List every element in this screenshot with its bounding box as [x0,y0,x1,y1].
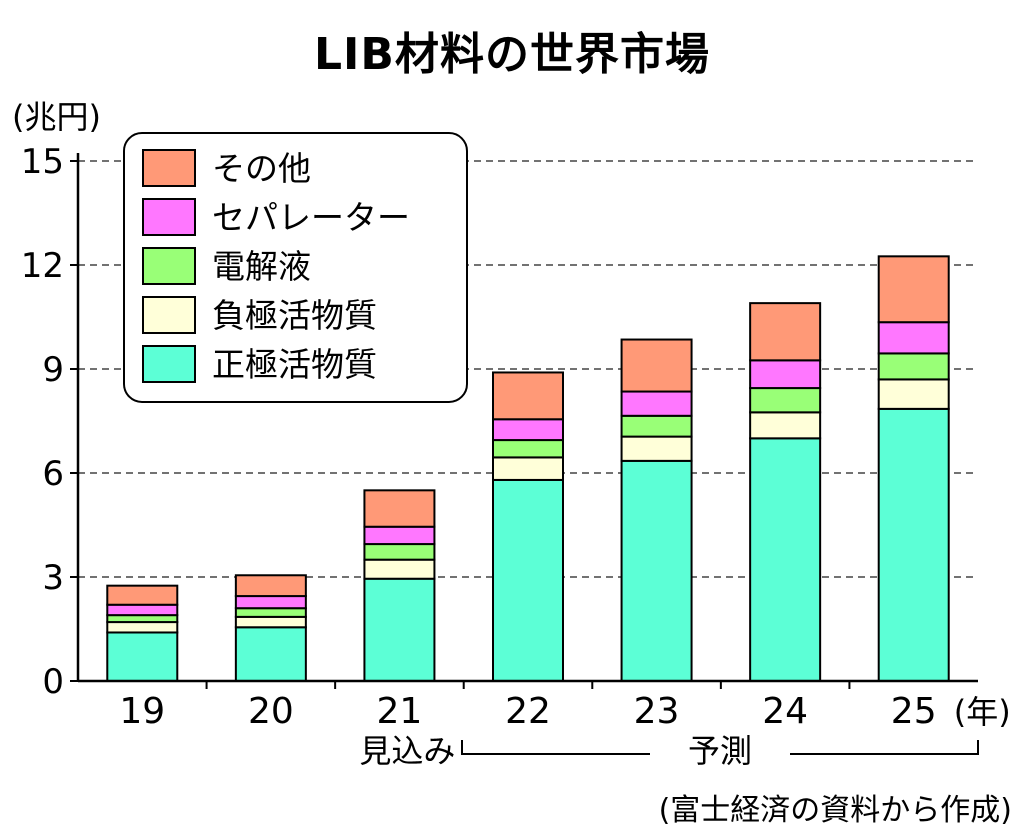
legend-label-3: 負極活物質 [212,296,377,335]
legend-swatch-0 [142,149,196,187]
bar-stack-19 [106,584,179,683]
bar-segment-22-1 [492,456,564,481]
bar-segment-24-2 [749,387,822,414]
bar-stack-22 [492,371,564,682]
x-unit-label: (年) [954,693,1011,731]
y-tick-label-15: 15 [21,142,64,182]
legend-box [123,132,468,403]
bar-segment-21-0 [363,577,436,683]
x-tick-label-21: 21 [377,691,423,732]
bar-stack-21 [363,489,436,683]
x-axis-ticks: 19 20 21 22 23 24 25 (年) [119,681,1011,732]
y-axis-ticks: 0 3 6 9 12 15 (兆円) [12,98,101,702]
bar-stack-24 [749,302,822,683]
bar-segment-25-1 [877,378,950,410]
bar-segment-23-0 [620,459,693,682]
legend-swatch-4 [142,345,196,383]
bar-segment-20-3 [234,595,307,610]
forecast-bracket-right [790,740,979,755]
forecast-label: 予測 [688,732,752,770]
bar-segment-19-3 [106,603,179,617]
y-tick-label-6: 6 [42,454,64,494]
x-tick-label-23: 23 [634,691,680,732]
bar-segment-25-3 [877,321,950,355]
y-tick-label-3: 3 [42,558,64,598]
bar-segment-23-3 [620,390,693,417]
legend-swatch-3 [142,296,196,334]
x-tick-label-22: 22 [505,691,551,732]
bar-segment-22-2 [492,439,564,459]
y-unit-label: (兆円) [12,98,101,136]
legend-swatch-2 [142,247,196,285]
x-tick-label-25: 25 [891,691,937,732]
bar-segment-21-1 [363,558,436,580]
x-tick-label-20: 20 [248,691,294,732]
bar-segment-24-3 [749,359,822,390]
y-tick-label-12: 12 [21,246,64,286]
y-tick-label-0: 0 [42,662,64,702]
bar-segment-24-4 [749,302,822,362]
bar-segment-24-1 [749,411,822,440]
chart-title: LIB材料の世界市場 [314,29,710,80]
bar-segment-21-2 [363,543,436,561]
bar-segment-25-4 [877,255,950,324]
bar-segment-24-0 [749,437,822,683]
bar-segment-19-2 [106,614,179,624]
bar-segment-19-0 [106,631,179,683]
bar-stack-20 [234,574,307,682]
legend-label-4: 正極活物質 [212,345,377,384]
x-tick-label-24: 24 [762,691,808,732]
bar-segment-19-1 [106,621,179,634]
bar-stacks [106,255,950,683]
bar-segment-23-2 [620,414,693,438]
bar-segment-20-2 [234,607,307,618]
bar-segment-25-0 [877,407,950,682]
bar-segment-25-2 [877,352,950,381]
legend-label-1: セパレーター [212,198,410,237]
bar-segment-23-4 [620,338,693,393]
legend-label-0: その他 [212,149,311,188]
axes [76,153,978,683]
annotations: 見込み 予測 (富士経済の資料から作成) [359,732,1012,828]
bar-segment-22-0 [492,478,564,682]
source-note: (富士経済の資料から作成) [659,793,1012,828]
bar-stack-25 [877,255,950,682]
forecast-bracket-left [461,740,650,755]
x-tick-label-19: 19 [119,691,165,732]
bar-segment-22-3 [492,418,564,442]
bar-segment-21-4 [363,489,436,528]
legend-swatch-1 [142,198,196,236]
bar-segment-20-4 [234,574,307,598]
bar-segment-19-4 [106,584,179,606]
legend-label-2: 電解液 [212,247,311,286]
bar-segment-20-1 [234,615,307,629]
bar-segment-23-1 [620,435,693,462]
bar-segment-22-4 [492,371,564,421]
bar-stack-23 [620,338,693,682]
estimate-label: 見込み [359,732,455,770]
bar-segment-21-3 [363,525,436,546]
bar-segment-20-0 [234,626,307,682]
y-tick-label-9: 9 [42,350,64,390]
